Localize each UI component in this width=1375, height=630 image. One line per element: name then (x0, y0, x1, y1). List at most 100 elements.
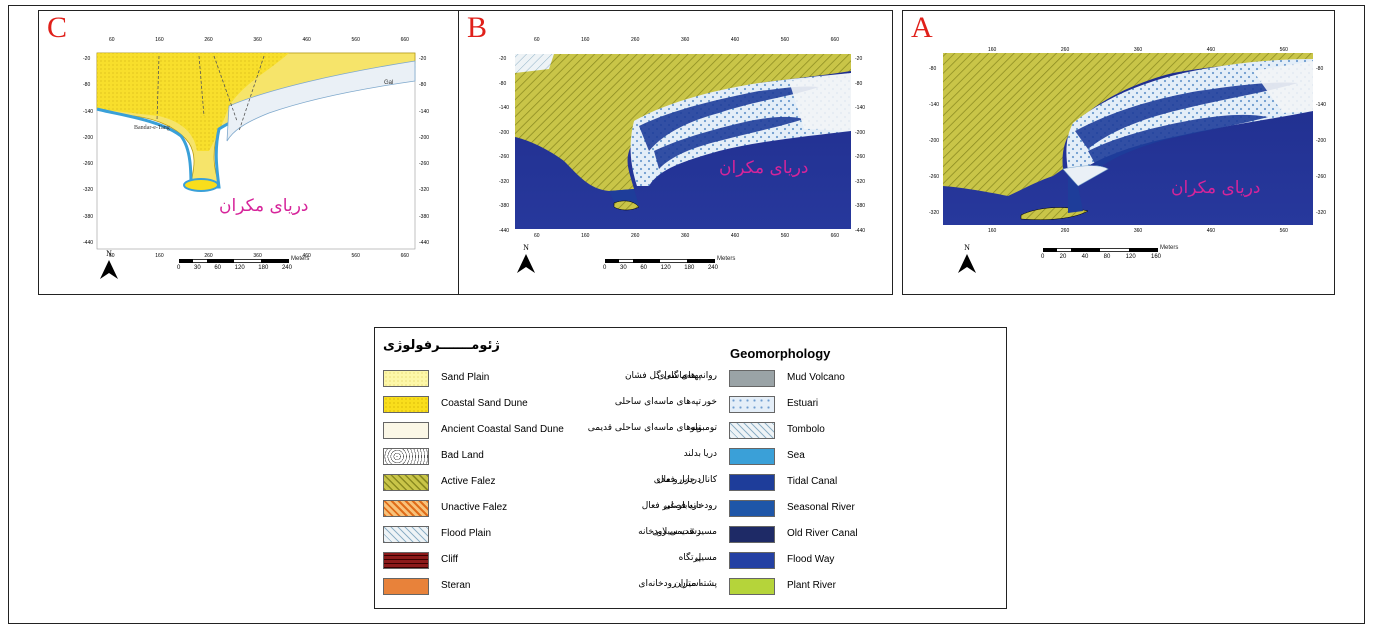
bottom-axis-ticks: 60 160 260 360 460 560 660 (109, 253, 409, 259)
legend-label-en: Seasonal River (787, 502, 855, 513)
legend-swatch (729, 370, 775, 387)
left-axis-ticks: -20 -80 -140 -200 -260 -320 -380 -440 (499, 56, 510, 234)
legend-title-fa: ژئومـــــــرفولوژی (383, 338, 500, 353)
legend: ژئومـــــــرفولوژی Geomorphology Sand Pl… (374, 327, 1007, 609)
legend-label-fa: مسیر قدیمی رودخانه (638, 527, 717, 537)
legend-label-fa: پشته میان رودخانه‌ای (638, 579, 717, 589)
map-panel-a: دریای مکران A 160 260 360 460 560 160 260 360 4… (902, 10, 1335, 295)
map-panel-c: Bandar-e-Tang Gal دریای مکران C 60 160 260… (38, 10, 473, 295)
legend-swatch (729, 474, 775, 491)
top-axis-ticks: 160 260 360 460 560 (988, 47, 1288, 53)
legend-item: Estuari خور (702, 396, 979, 415)
legend-label-fa: دریابار غیر فعال (641, 501, 701, 511)
legend-label-en: Steran (441, 580, 471, 591)
legend-item: Cliff پرتگاه (383, 552, 701, 571)
legend-label-en: Tombolo (787, 424, 825, 435)
top-axis-ticks: 60 160 260 360 460 560 660 (534, 37, 839, 43)
legend-label-en: Flood Way (787, 554, 835, 565)
legend-item: Coastal Sand Dune تپه‌های ماسه‌ای ساحلی (383, 396, 701, 415)
legend-label-fa: تپه‌های ماسه‌ای ساحلی قدیمی (587, 423, 701, 433)
legend-label-fa: دریا (703, 449, 717, 459)
legend-label-fa: تومبولو (690, 423, 717, 433)
legend-item: Ancient Coastal Sand Dune تپه‌های ماسه‌ای… (383, 422, 701, 441)
left-axis-ticks: -20 -80 -140 -200 -260 -320 -380 -440 (83, 56, 94, 246)
north-arrow: N (516, 243, 536, 276)
legend-label-fa: استران (674, 579, 701, 589)
legend-item: Sand Plain پهنه‌ماسه‌ای (383, 370, 701, 389)
legend-swatch (383, 578, 429, 595)
legend-label-fa: بدلند (683, 449, 701, 459)
bottom-axis-ticks: 160 260 360 460 560 (988, 228, 1288, 234)
legend-label-en: Plant River (787, 580, 836, 591)
sea-label: دریای مکران (1171, 178, 1260, 198)
legend-item: Tombolo تومبولو (690, 422, 979, 441)
legend-swatch (383, 474, 429, 491)
legend-label-en: Mud Volcano (787, 372, 845, 383)
legend-swatch (729, 578, 775, 595)
legend-swatch (383, 500, 429, 517)
legend-item: Mud Volcano روانه های گلی گل فشان (625, 370, 979, 389)
legend-label-en: Ancient Coastal Sand Dune (441, 424, 564, 435)
bottom-axis-ticks: 60 160 260 360 460 560 660 (534, 233, 839, 239)
legend-label-en: Bad Land (441, 450, 484, 461)
legend-label-en: Cliff (441, 554, 459, 565)
legend-label-en: Coastal Sand Dune (441, 398, 528, 409)
sea-label: دریای مکران (219, 196, 308, 216)
legend-item: Flood Plain دشت سیلابی (383, 526, 701, 545)
scale-bar: Meters 0 20 40 80 120 160 (1041, 245, 1179, 260)
legend-label-en: Old River Canal (787, 528, 858, 539)
legend-swatch (729, 422, 775, 439)
legend-item: Bad Land بدلند (383, 448, 701, 467)
legend-swatch (383, 526, 429, 543)
top-axis-ticks: 60 160 260 360 460 560 660 (109, 37, 409, 43)
legend-item: Sea دریا (703, 448, 979, 467)
left-axis-ticks: -80 -140 -200 -260 -320 (929, 66, 940, 216)
legend-swatch (383, 370, 429, 387)
legend-item: Active Falez دریابار فعال (383, 474, 701, 493)
legend-label-fa: خور (702, 397, 717, 407)
sea-label: دریای مکران (719, 158, 808, 178)
legend-label-en: Tidal Canal (787, 476, 838, 487)
legend-swatch (729, 552, 775, 569)
legend-label-fa: دشت سیلابی (652, 527, 701, 537)
svg-text:Gal: Gal (384, 80, 393, 86)
legend-item: Old River Canal مسیر قدیمی رودخانه (638, 526, 979, 545)
legend-label-en: Sea (787, 450, 805, 461)
legend-item: Unactive Falez دریابار غیر فعال (383, 500, 701, 519)
legend-label-en: Sand Plain (441, 372, 490, 383)
legend-label-fa: پهنه‌ماسه‌ای (657, 371, 701, 381)
legend-swatch (383, 422, 429, 439)
legend-swatch (383, 552, 429, 569)
map-panel-b: دریای مکران B 60 160 260 360 460 560 660 60 160… (458, 10, 893, 295)
legend-item: Flood Way مسیل (695, 552, 979, 571)
legend-label-fa: مسیل (694, 553, 717, 563)
figure-frame (8, 5, 1365, 624)
legend-title-en: Geomorphology (730, 346, 831, 361)
panel-letter: A (911, 11, 933, 44)
scale-bar: Meters 0 30 60 120 180 240 (603, 256, 736, 271)
legend-label-fa: پرتگاه (678, 553, 701, 563)
legend-item: Tidal Canal کانال جزر و مدی (654, 474, 979, 493)
legend-swatch (729, 448, 775, 465)
legend-swatch (729, 500, 775, 517)
panel-letter: C (47, 11, 68, 44)
north-arrow: N (957, 243, 977, 276)
legend-label-fa: روانه های گلی گل فشان (624, 371, 717, 381)
legend-item: Plant River پشته میان رودخانه‌ای (638, 578, 979, 597)
legend-label-fa: کانال جزر و مدی (653, 475, 717, 485)
legend-label-en: Active Falez (441, 476, 496, 487)
scale-bar: Meters 0 30 60 120 180 240 (177, 256, 310, 271)
legend-label-en: Unactive Falez (441, 502, 508, 513)
legend-swatch (383, 396, 429, 413)
legend-label-fa: دریابار فعال (657, 475, 701, 485)
right-axis-ticks: -80 -140 -200 -260 -320 (1316, 66, 1327, 216)
legend-label-en: Estuari (787, 398, 819, 409)
legend-swatch (383, 448, 429, 465)
legend-label-en: Flood Plain (441, 528, 492, 539)
right-axis-ticks: -20 -80 -140 -200 -260 -320 -380 -440 (855, 56, 866, 234)
legend-item: Seasonal River رودخانه فصلی (663, 500, 979, 519)
legend-swatch (729, 526, 775, 543)
legend-label-fa: رودخانه فصلی (663, 501, 717, 511)
right-axis-ticks: -20 -80 -140 -200 -260 -320 -380 -440 (419, 56, 430, 246)
legend-item: Steran استران (383, 578, 701, 597)
